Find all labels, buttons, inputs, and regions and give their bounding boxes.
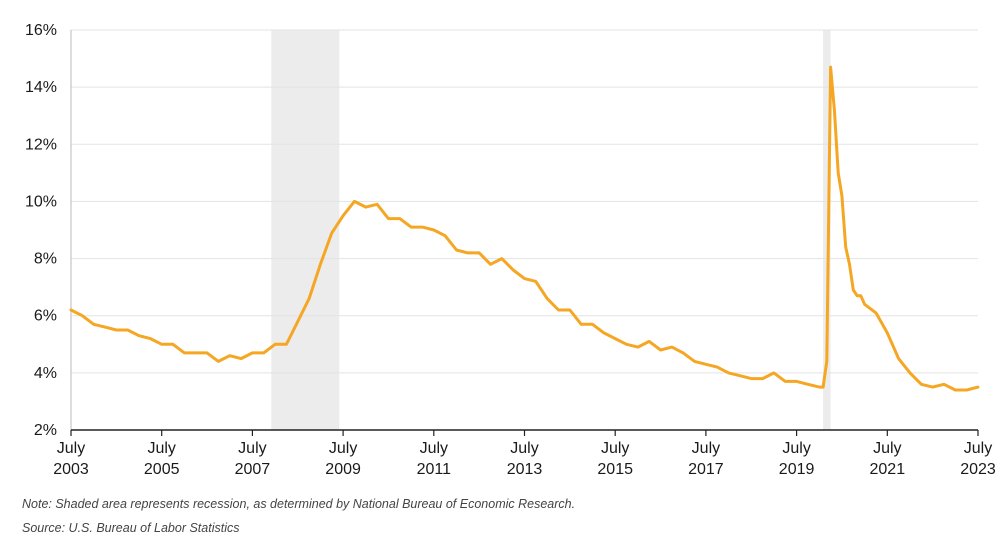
x-tick-month-label: July bbox=[57, 440, 85, 457]
x-tick-month-label: July bbox=[147, 440, 175, 457]
x-tick-year-label: 2003 bbox=[53, 461, 89, 478]
x-axis: July 2003 July 2005 July 2007 July 2009 July 2011… bbox=[53, 429, 996, 478]
recession-band-1 bbox=[823, 30, 831, 430]
y-tick-label: 8% bbox=[34, 251, 57, 268]
x-tick-month-label: July bbox=[601, 440, 629, 457]
x-tick-year-label: 2021 bbox=[870, 461, 906, 478]
x-tick-year-label: 2005 bbox=[144, 461, 180, 478]
y-tick-label: 4% bbox=[34, 365, 57, 382]
x-tick-year-label: 2007 bbox=[235, 461, 271, 478]
x-tick-year-label: 2015 bbox=[597, 461, 633, 478]
y-axis: 2% 4% 6% 8% 10% 12% 14% 16% bbox=[25, 22, 72, 439]
y-tick-label: 10% bbox=[25, 193, 57, 210]
x-tick-year-label: 2019 bbox=[779, 461, 815, 478]
x-tick-month-label: July bbox=[692, 440, 720, 457]
series-layer bbox=[69, 65, 980, 392]
x-tick-year-label: 2013 bbox=[507, 461, 543, 478]
unemployment-rate-line-0 bbox=[69, 65, 980, 392]
y-tick-label: 12% bbox=[25, 136, 57, 153]
x-tick-year-label: 2009 bbox=[325, 461, 361, 478]
x-tick-year-label: 2017 bbox=[688, 461, 724, 478]
x-tick-year-label: 2023 bbox=[960, 461, 996, 478]
y-tick-label: 6% bbox=[34, 308, 57, 325]
source-note: Source: U.S. Bureau of Labor Statistics bbox=[22, 521, 240, 535]
x-tick-month-label: July bbox=[329, 440, 357, 457]
x-tick-year-label: 2011 bbox=[417, 461, 452, 478]
recession-band-0 bbox=[271, 30, 340, 430]
x-tick-month-label: July bbox=[782, 440, 810, 457]
recession-note: Note: Shaded area represents recession, … bbox=[22, 497, 576, 511]
y-tick-label: 2% bbox=[34, 422, 57, 439]
y-tick-label: 14% bbox=[25, 79, 57, 96]
y-tick-label: 16% bbox=[25, 22, 57, 39]
x-tick-month-label: July bbox=[420, 440, 448, 457]
x-tick-month-label: July bbox=[873, 440, 901, 457]
x-tick-month-label: July bbox=[510, 440, 538, 457]
x-tick-month-label: July bbox=[964, 440, 992, 457]
x-tick-month-label: July bbox=[238, 440, 266, 457]
recession-shading-layer bbox=[271, 30, 831, 430]
